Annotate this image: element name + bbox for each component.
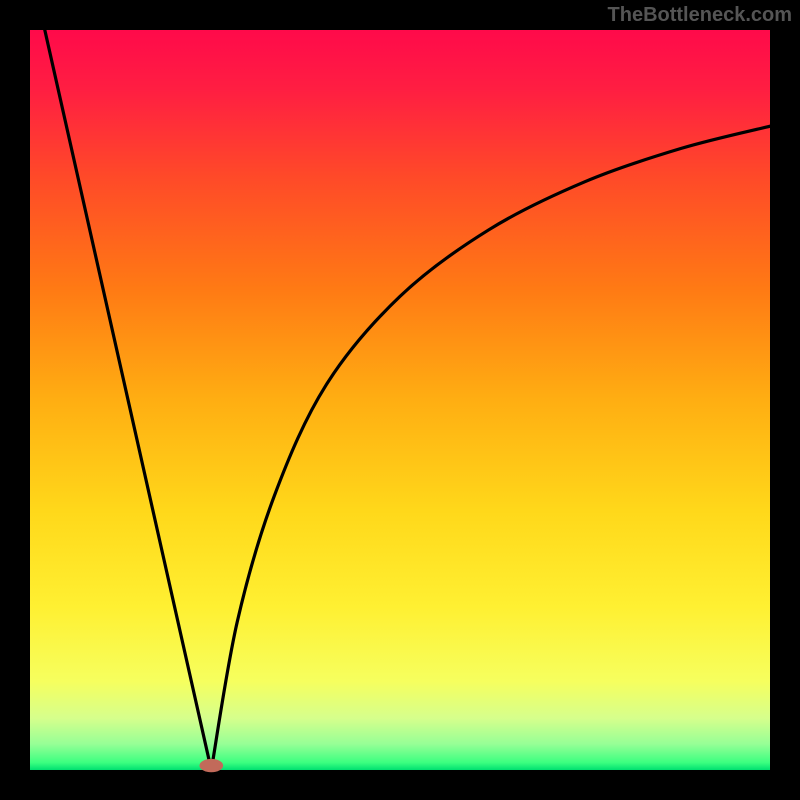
optimum-marker — [199, 759, 223, 772]
bottleneck-plot — [0, 0, 800, 800]
chart-root: TheBottleneck.com — [0, 0, 800, 800]
watermark-label: TheBottleneck.com — [608, 4, 792, 27]
plot-background — [30, 30, 770, 770]
